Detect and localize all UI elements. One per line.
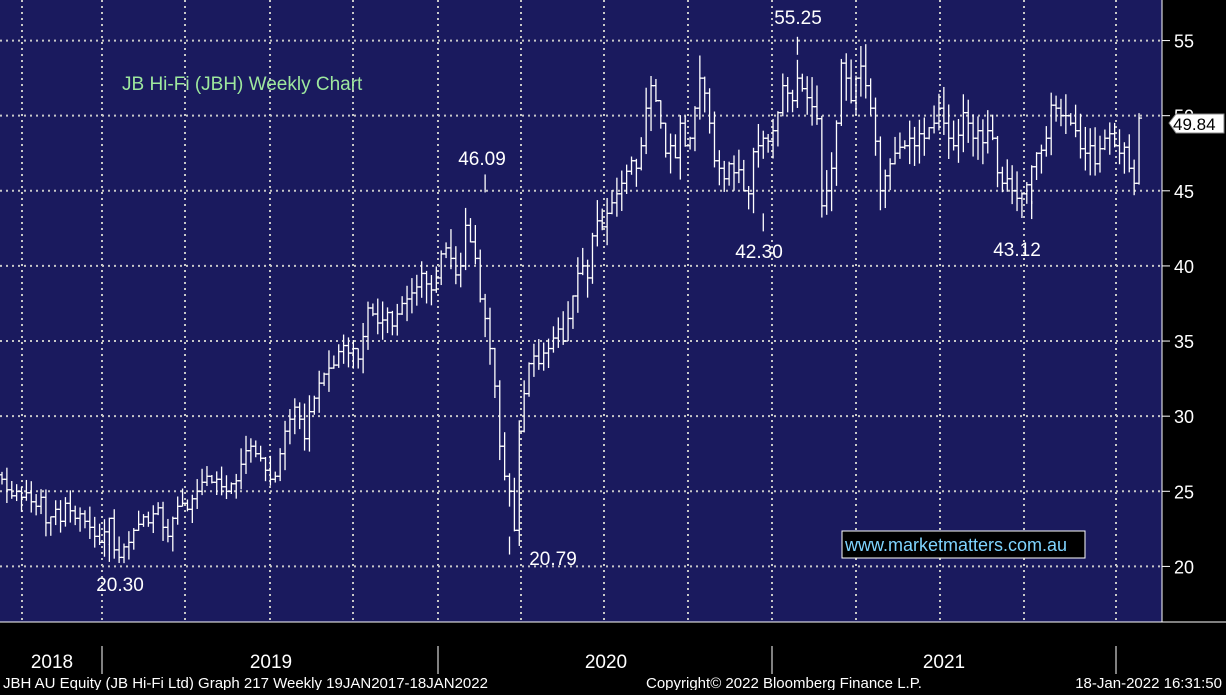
price-annotation: 46.09 [458, 149, 506, 170]
price-annotation: 20.30 [96, 575, 144, 596]
x-tick-label: 2019 [250, 652, 292, 673]
y-tick-label: 20 [1174, 557, 1194, 577]
y-tick-label: 45 [1174, 182, 1194, 202]
x-tick-label: 2021 [923, 652, 965, 673]
footer-left: JBH AU Equity (JB Hi-Fi Ltd) Graph 217 W… [3, 675, 488, 690]
watermark: www.marketmatters.com.au [841, 530, 1086, 559]
price-annotation: 43.12 [993, 240, 1041, 261]
y-tick-label: 55 [1174, 32, 1194, 52]
last-price-label: 49.84 [1173, 115, 1216, 134]
grid-layer [0, 0, 1162, 622]
y-axis-panel [1162, 0, 1226, 622]
watermark-text: www.marketmatters.com.au [844, 535, 1067, 555]
footer-right: 18-Jan-2022 16:31:50 [1075, 675, 1222, 690]
last-price-tag: 49.84 [1168, 113, 1225, 134]
x-axis-panel [0, 622, 1226, 690]
price-annotation: 42.30 [735, 242, 783, 263]
x-tick-label: 2020 [585, 652, 627, 673]
y-tick-label: 40 [1174, 257, 1194, 277]
y-tick-label: 35 [1174, 332, 1194, 352]
price-bars-layer [0, 36, 1143, 564]
footer-center: Copyright© 2022 Bloomberg Finance L.P. [646, 675, 922, 690]
chart-title: JB Hi-Fi (JBH) Weekly Chart [122, 74, 363, 95]
y-tick-label: 25 [1174, 482, 1194, 502]
y-tick-label: 30 [1174, 407, 1194, 427]
price-annotation: 55.25 [774, 8, 822, 29]
annotations-layer: 20.30 46.09 20.79 42.30 55.25 43.12 [96, 8, 1041, 596]
x-tick-label: 2018 [31, 652, 73, 673]
price-annotation: 20.79 [529, 549, 577, 570]
